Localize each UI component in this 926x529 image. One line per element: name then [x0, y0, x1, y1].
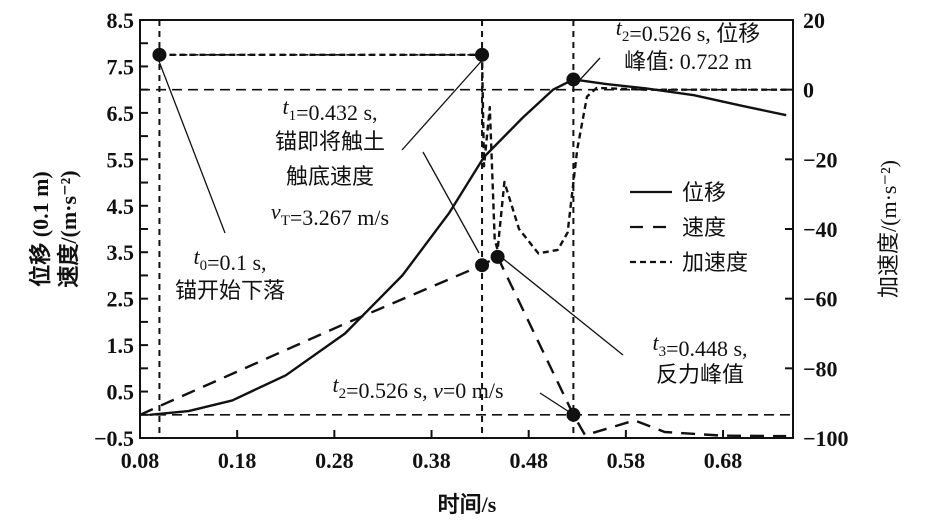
data-marker [152, 47, 167, 62]
y-axis-label-left-1: 位移 (0.1 m) [28, 171, 53, 286]
y-right-tick-label: −80 [803, 356, 838, 381]
y-left-tick-label: 2.5 [107, 287, 135, 312]
y-axis-label-right: 加速度/(m·s⁻²) [876, 160, 901, 298]
annotation-t2-displacement-peak: 峰值: 0.722 m [624, 49, 752, 74]
x-tick-label: 0.58 [607, 448, 646, 473]
annotation-text: t [332, 372, 339, 397]
x-tick-label: 0.38 [412, 448, 451, 473]
annotation-text: 1 [289, 108, 297, 124]
y-right-tick-label: 20 [803, 8, 825, 33]
legend-label: 位移 [682, 180, 726, 205]
y-left-tick-label: 8.5 [107, 8, 135, 33]
x-tick-label: 0.28 [315, 448, 354, 473]
annotation-text: 0 [200, 258, 208, 274]
data-marker [475, 258, 490, 273]
annotation-text: t [193, 244, 200, 269]
annotation-text: =3.267 m/s [290, 205, 389, 230]
annotation-text: v [433, 378, 443, 403]
annotation-t3-reaction-peak: 反力峰值 [656, 362, 744, 387]
annotation-t1-touchdown: 锚即将触土 [275, 129, 385, 154]
y-left-tick-label: 4.5 [107, 194, 135, 219]
annotation-text: 3 [659, 344, 667, 360]
annotation-leader [500, 256, 624, 356]
annotation-text: t [616, 15, 623, 40]
annotation-text: 峰值: 0.722 m [624, 49, 752, 74]
axes: 0.08 0.18 0.28 0.38 0.48 0.58 0.68 8.5 7.5 6.5 5.5… [94, 8, 849, 473]
y-right-tick-label: −20 [803, 147, 838, 172]
y-left-tick-label: 3.5 [107, 240, 135, 265]
y-left-tick-label: −0.5 [94, 426, 134, 451]
annotation-text: 锚开始下落 [175, 278, 285, 303]
y-axis-label-left-2: 速度/(m·s⁻²) [56, 170, 81, 287]
x-tick-label: 0.18 [218, 448, 257, 473]
annotation-text: v [271, 199, 281, 224]
annotation-t0-release: t0=0.1 s, [193, 244, 266, 275]
annotation-t1-touchdown: vT=3.267 m/s [271, 199, 389, 230]
annotation-text: t [282, 94, 289, 119]
data-marker [475, 47, 490, 62]
markers-layer [152, 47, 581, 422]
annotation-t2-displacement-peak: t2=0.526 s, 位移 [616, 15, 761, 46]
annotation-text: =0.432 s, [296, 100, 377, 125]
annotation-text: =0.1 s, [207, 250, 266, 275]
y-right-tick-label: −40 [803, 217, 838, 242]
y-left-tick-label: 7.5 [107, 54, 135, 79]
annotation-t1-touchdown: 触底速度 [286, 164, 374, 189]
annotation-text: T [281, 213, 290, 229]
annotation-text: 2 [622, 29, 630, 45]
annotation-text: 锚即将触土 [275, 129, 385, 154]
annotation-leader [156, 55, 226, 234]
annotation-text: =0.448 s, [666, 336, 747, 361]
series-line-long-dash [139, 255, 787, 438]
annotation-leader [422, 151, 480, 254]
annotation-text: =0.526 s, 位移 [629, 21, 760, 46]
y-right-tick-label: −100 [803, 426, 849, 451]
y-left-tick-label: 6.5 [107, 101, 135, 126]
data-marker [490, 249, 505, 264]
y-left-tick-label: 5.5 [107, 147, 135, 172]
annotation-text: =0 m/s [443, 378, 504, 403]
x-axis-label: 时间/s [438, 492, 497, 517]
annotation-leader [576, 57, 601, 84]
annotation-t2-zero-velocity: t2=0.526 s, v=0 m/s [332, 372, 503, 403]
y-right-tick-label: 0 [803, 78, 814, 103]
x-tick-label: 0.48 [509, 448, 548, 473]
x-tick-label: 0.08 [121, 448, 160, 473]
series-line-short-dash [159, 53, 787, 255]
annotation-text: =0.526 s, [346, 378, 433, 403]
y-right-tick-label: −60 [803, 287, 838, 312]
annotation-leaders [156, 55, 624, 418]
x-tick-label: 0.68 [704, 448, 743, 473]
annotation-t1-touchdown: t1=0.432 s, [282, 94, 377, 125]
y-left-tick-label: 0.5 [107, 380, 135, 405]
annotation-t0-release: 锚开始下落 [175, 278, 285, 303]
legend-label: 速度 [682, 215, 726, 240]
annotation-text: 反力峰值 [656, 362, 744, 387]
y-left-tick-label: 1.5 [107, 333, 135, 358]
data-marker [566, 407, 581, 422]
annotation-t3-reaction-peak: t3=0.448 s, [652, 330, 747, 361]
series-layer [139, 53, 787, 438]
legend-label: 加速度 [682, 250, 748, 275]
annotation-text: 2 [339, 386, 347, 402]
data-marker [566, 72, 581, 87]
annotation-leader [401, 56, 486, 151]
annotation-text: 触底速度 [286, 164, 374, 189]
annotation-text: t [652, 330, 659, 355]
series-line-solid [149, 78, 787, 416]
